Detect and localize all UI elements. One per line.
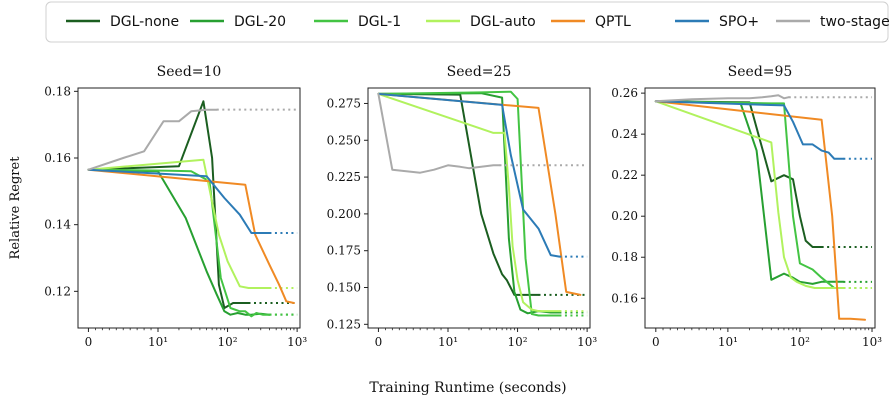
y-tick-label: 0.250 (327, 133, 361, 147)
series-line-dgl-20 (87, 168, 271, 316)
y-axis-label: Relative Regret (8, 156, 23, 260)
y-tick-label: 0.16 (611, 291, 638, 305)
legend-label: SPO+ (719, 14, 759, 30)
series-line-dgl-20 (377, 92, 561, 315)
x-tick-label: 10³ (862, 335, 882, 349)
series-line-qptl (654, 100, 866, 321)
series-line-dgl-none (377, 92, 540, 296)
x-axis-label: Training Runtime (seconds) (369, 380, 566, 396)
series-group (377, 90, 588, 317)
series-line-dgl-1 (377, 90, 561, 317)
legend-item: DGL-none (66, 14, 179, 30)
panel-title: Seed=95 (728, 64, 793, 80)
x-tick-label: 10¹ (718, 335, 738, 349)
series-line-dgl-none (654, 100, 823, 248)
plot-frame (367, 87, 591, 329)
y-tick-label: 0.20 (611, 209, 638, 223)
series-line-spo- (87, 168, 271, 234)
y-tick-label: 0.18 (611, 250, 638, 264)
plot-frame (77, 87, 301, 329)
x-tick-label: 0 (652, 335, 660, 349)
series-line-spo- (654, 100, 845, 160)
series-line-dgl-none (87, 100, 250, 309)
series-line-two-stage (654, 94, 790, 103)
series-line-dgl-auto (377, 92, 561, 313)
y-tick-label: 0.150 (327, 281, 361, 295)
legend-label: two-stage (820, 14, 890, 30)
series-line-dgl-1 (654, 100, 845, 289)
x-tick-label: 0 (85, 335, 93, 349)
y-tick-label: 0.275 (327, 96, 361, 110)
panel-title: Seed=10 (157, 64, 222, 80)
series-line-spo- (377, 92, 561, 258)
legend-frame (45, 1, 889, 43)
y-tick-label: 0.18 (44, 84, 71, 98)
panel-title: Seed=25 (447, 64, 512, 80)
panel-seed-95: Seed=95 0.16 0.18 0.20 0.22 0.24 0.26 0 10¹ 10² 10… (611, 64, 882, 349)
y-tick-label: 0.22 (611, 168, 638, 182)
legend-label: DGL-20 (234, 14, 286, 30)
series-line-dgl-1 (87, 168, 271, 318)
y-tick-label: 0.125 (327, 317, 361, 331)
legend-label: DGL-auto (470, 14, 536, 30)
legend-item: DGL-1 (314, 14, 401, 30)
y-tick-label: 0.24 (611, 127, 638, 141)
series-line-qptl (87, 168, 295, 304)
series-line-two-stage (377, 92, 501, 174)
legend-item: QPTL (551, 14, 631, 30)
x-tick-label: 0 (375, 335, 383, 349)
panel-seed-25: Seed=25 0.125 0.150 0.175 0.200 0.225 0.250 0.2… (327, 64, 598, 349)
legend-label: DGL-none (110, 14, 179, 30)
series-group (87, 100, 298, 318)
series-group (654, 94, 873, 321)
y-tick-label: 0.16 (44, 151, 71, 165)
legend-label: DGL-1 (358, 14, 401, 30)
series-line-dgl-auto (654, 100, 845, 289)
series-line-two-stage (87, 108, 218, 171)
x-tick-label: 10² (218, 335, 238, 349)
legend-label: QPTL (595, 14, 631, 30)
x-tick-label: 10¹ (148, 335, 168, 349)
series-line-dgl-20 (654, 100, 845, 285)
series-line-dgl-auto (87, 158, 271, 289)
y-tick-label: 0.14 (44, 218, 71, 232)
x-tick-label: 10² (790, 335, 810, 349)
x-tick-label: 10³ (287, 335, 307, 349)
legend-item: DGL-auto (426, 14, 536, 30)
y-tick-label: 0.12 (44, 284, 71, 298)
x-tick-label: 10² (508, 335, 528, 349)
legend-item: SPO+ (675, 14, 759, 30)
legend: DGL-none DGL-20 DGL-1 DGL-auto QPTL SPO+ two-s… (45, 1, 890, 43)
y-tick-label: 0.200 (327, 207, 361, 221)
panel-seed-10: Seed=10 0.12 0.14 0.16 0.18 0 10¹ 10² 10³ (44, 64, 307, 349)
y-tick-label: 0.175 (327, 244, 361, 258)
series-line-qptl (377, 92, 582, 296)
legend-item: DGL-20 (190, 14, 286, 30)
plot-frame (644, 87, 876, 329)
legend-item: two-stage (776, 14, 890, 30)
y-tick-label: 0.26 (611, 86, 638, 100)
y-tick-label: 0.225 (327, 170, 361, 184)
x-tick-label: 10³ (577, 335, 597, 349)
x-tick-label: 10¹ (438, 335, 458, 349)
